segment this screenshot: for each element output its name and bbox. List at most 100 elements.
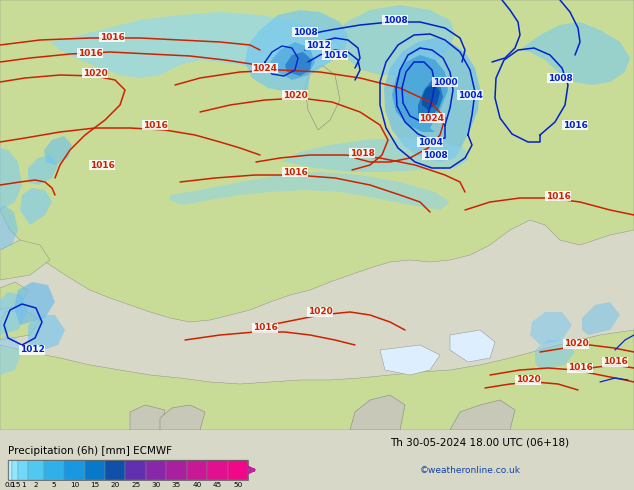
- Text: 10: 10: [70, 482, 79, 488]
- Text: 1020: 1020: [307, 308, 332, 317]
- Polygon shape: [0, 330, 634, 430]
- Bar: [84, 460, 105, 480]
- Polygon shape: [0, 240, 50, 280]
- Polygon shape: [250, 388, 320, 430]
- Text: 2: 2: [34, 482, 39, 488]
- Text: 1016: 1016: [546, 192, 571, 200]
- Text: 45: 45: [213, 482, 222, 488]
- Polygon shape: [535, 340, 575, 370]
- Text: 1020: 1020: [515, 375, 540, 385]
- Text: 0.1: 0.1: [4, 482, 16, 488]
- Bar: [105, 460, 126, 480]
- Bar: [44, 460, 64, 480]
- Polygon shape: [290, 390, 360, 430]
- Text: 50: 50: [233, 482, 242, 488]
- Polygon shape: [28, 155, 58, 185]
- Text: 0.5: 0.5: [10, 482, 21, 488]
- Text: 25: 25: [131, 482, 140, 488]
- Text: ©weatheronline.co.uk: ©weatheronline.co.uk: [420, 466, 521, 474]
- Polygon shape: [330, 5, 455, 75]
- Text: 1: 1: [21, 482, 25, 488]
- Polygon shape: [270, 42, 315, 80]
- Text: 1008: 1008: [423, 150, 448, 160]
- Text: 1016: 1016: [252, 323, 278, 333]
- Polygon shape: [392, 55, 448, 132]
- Polygon shape: [418, 80, 443, 118]
- Polygon shape: [380, 345, 440, 375]
- Text: 1024: 1024: [420, 114, 444, 122]
- Text: 1020: 1020: [564, 340, 588, 348]
- Polygon shape: [160, 405, 205, 430]
- Text: 35: 35: [172, 482, 181, 488]
- Polygon shape: [50, 12, 340, 78]
- Polygon shape: [130, 405, 165, 430]
- Polygon shape: [20, 188, 52, 225]
- Polygon shape: [285, 52, 312, 76]
- Polygon shape: [422, 84, 440, 110]
- Bar: [228, 460, 248, 480]
- Text: 1016: 1016: [283, 168, 307, 176]
- Text: 1012: 1012: [306, 41, 330, 49]
- Polygon shape: [44, 136, 72, 165]
- Text: 1012: 1012: [20, 345, 44, 354]
- Text: 1016: 1016: [567, 364, 592, 372]
- Polygon shape: [0, 148, 22, 210]
- Polygon shape: [384, 38, 480, 162]
- Polygon shape: [200, 0, 310, 25]
- Text: 1016: 1016: [89, 161, 115, 170]
- Polygon shape: [0, 282, 28, 310]
- Text: 1018: 1018: [349, 148, 375, 157]
- Polygon shape: [305, 65, 340, 130]
- Polygon shape: [0, 205, 18, 250]
- Polygon shape: [80, 0, 180, 35]
- Polygon shape: [530, 312, 572, 345]
- Polygon shape: [0, 335, 22, 375]
- Polygon shape: [14, 282, 55, 325]
- Bar: [166, 460, 187, 480]
- Text: 5: 5: [51, 482, 56, 488]
- Polygon shape: [0, 0, 634, 322]
- Text: 1024: 1024: [252, 64, 278, 73]
- Polygon shape: [520, 22, 630, 85]
- Polygon shape: [490, 0, 634, 100]
- Text: Precipitation (6h) [mm] ECMWF: Precipitation (6h) [mm] ECMWF: [8, 446, 172, 456]
- Polygon shape: [270, 0, 340, 20]
- Text: 1004: 1004: [418, 138, 443, 147]
- Text: 1016: 1016: [602, 358, 628, 367]
- Polygon shape: [450, 330, 495, 362]
- Bar: [8, 460, 248, 480]
- Polygon shape: [420, 0, 500, 20]
- Bar: [187, 460, 207, 480]
- Polygon shape: [350, 395, 405, 430]
- Bar: [8, 460, 12, 480]
- Text: 1016: 1016: [562, 121, 588, 129]
- Polygon shape: [582, 302, 620, 335]
- Text: 1004: 1004: [458, 91, 482, 99]
- Text: 1016: 1016: [100, 32, 124, 42]
- Bar: [12, 460, 18, 480]
- Bar: [207, 460, 228, 480]
- Polygon shape: [450, 400, 515, 430]
- Bar: [64, 460, 84, 480]
- Polygon shape: [0, 310, 40, 340]
- Text: 30: 30: [152, 482, 160, 488]
- Bar: [29, 460, 44, 480]
- Polygon shape: [245, 10, 348, 92]
- Text: 1020: 1020: [82, 69, 107, 77]
- Text: 1016: 1016: [77, 49, 103, 57]
- Bar: [18, 460, 29, 480]
- Polygon shape: [0, 292, 28, 335]
- Text: 1016: 1016: [143, 121, 167, 129]
- Text: 40: 40: [192, 482, 202, 488]
- Polygon shape: [320, 0, 420, 25]
- Polygon shape: [0, 0, 110, 70]
- Bar: [146, 460, 166, 480]
- Text: 15: 15: [90, 482, 100, 488]
- Bar: [126, 460, 146, 480]
- Text: 1000: 1000: [432, 77, 457, 87]
- Text: 1008: 1008: [383, 16, 408, 24]
- Text: 20: 20: [110, 482, 120, 488]
- Text: 1008: 1008: [293, 27, 318, 36]
- Polygon shape: [280, 138, 468, 172]
- Text: Th 30-05-2024 18.00 UTC (06+18): Th 30-05-2024 18.00 UTC (06+18): [390, 437, 569, 447]
